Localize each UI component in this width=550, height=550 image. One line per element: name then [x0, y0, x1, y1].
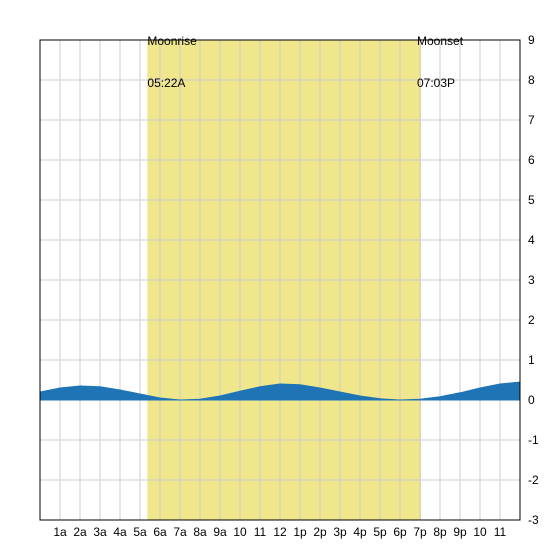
moonrise-label-block: Moonrise 05:22A	[147, 6, 196, 118]
y-tick-label: -3	[528, 513, 539, 527]
chart-svg: 1a2a3a4a5a6a7a8a9a1011121p2p3p4p5p6p7p8p…	[0, 0, 550, 550]
y-tick-label: 4	[528, 233, 535, 247]
x-tick-label: 2p	[313, 525, 327, 539]
x-tick-label: 4p	[353, 525, 367, 539]
x-tick-label: 6p	[393, 525, 407, 539]
moonset-label: Moonset	[417, 34, 463, 48]
x-tick-label: 8a	[193, 525, 207, 539]
x-tick-label: 8p	[433, 525, 447, 539]
x-tick-label: 7p	[413, 525, 427, 539]
x-tick-label: 12	[273, 525, 287, 539]
x-tick-label: 11	[494, 525, 507, 539]
y-tick-label: -1	[528, 433, 539, 447]
y-tick-label: 9	[528, 33, 535, 47]
x-tick-label: 6a	[153, 525, 167, 539]
x-tick-label: 9p	[453, 525, 467, 539]
y-tick-label: 7	[528, 113, 535, 127]
x-tick-label: 9a	[213, 525, 227, 539]
x-tick-label: 3p	[333, 525, 347, 539]
y-tick-label: 5	[528, 193, 535, 207]
moonset-time: 07:03P	[417, 76, 463, 90]
y-tick-label: 6	[528, 153, 535, 167]
moonset-label-block: Moonset 07:03P	[417, 6, 463, 118]
x-tick-label: 2a	[73, 525, 87, 539]
x-tick-label: 1a	[53, 525, 67, 539]
x-tick-label: 5a	[133, 525, 147, 539]
x-tick-label: 3a	[93, 525, 107, 539]
x-tick-label: 11	[254, 525, 267, 539]
y-tick-label: 2	[528, 313, 535, 327]
x-tick-label: 5p	[373, 525, 387, 539]
y-tick-label: 0	[528, 393, 535, 407]
x-tick-label: 10	[473, 525, 487, 539]
y-tick-label: 8	[528, 73, 535, 87]
moonrise-time: 05:22A	[147, 76, 196, 90]
y-tick-label: 3	[528, 273, 535, 287]
y-tick-label: 1	[528, 353, 535, 367]
y-tick-label: -2	[528, 473, 539, 487]
tide-moon-chart: 1a2a3a4a5a6a7a8a9a1011121p2p3p4p5p6p7p8p…	[0, 0, 550, 550]
moonrise-label: Moonrise	[147, 34, 196, 48]
x-tick-label: 10	[233, 525, 247, 539]
x-tick-label: 7a	[173, 525, 187, 539]
x-tick-label: 1p	[293, 525, 307, 539]
x-tick-label: 4a	[113, 525, 127, 539]
